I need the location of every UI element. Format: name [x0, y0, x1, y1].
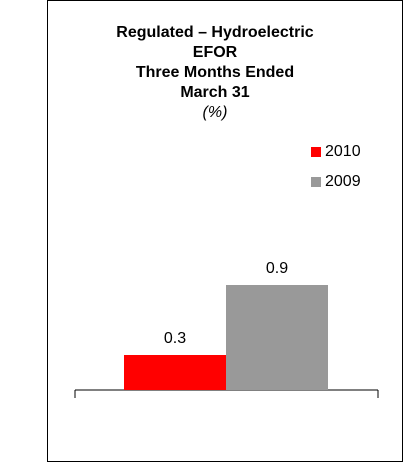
legend-swatch	[311, 147, 321, 157]
legend-label: 2010	[325, 143, 361, 160]
chart-title: Three Months Ended	[136, 64, 294, 81]
chart-title: Regulated – Hydroelectric	[116, 24, 314, 41]
bar	[226, 285, 328, 390]
chart-title: EFOR	[193, 44, 238, 61]
chart-title: March 31	[180, 84, 249, 101]
bar	[124, 355, 226, 390]
data-label: 0.3	[164, 330, 186, 347]
chart-subtitle: (%)	[203, 104, 228, 121]
legend-swatch	[311, 177, 321, 187]
data-label: 0.9	[266, 260, 288, 277]
legend-label: 2009	[325, 173, 361, 190]
